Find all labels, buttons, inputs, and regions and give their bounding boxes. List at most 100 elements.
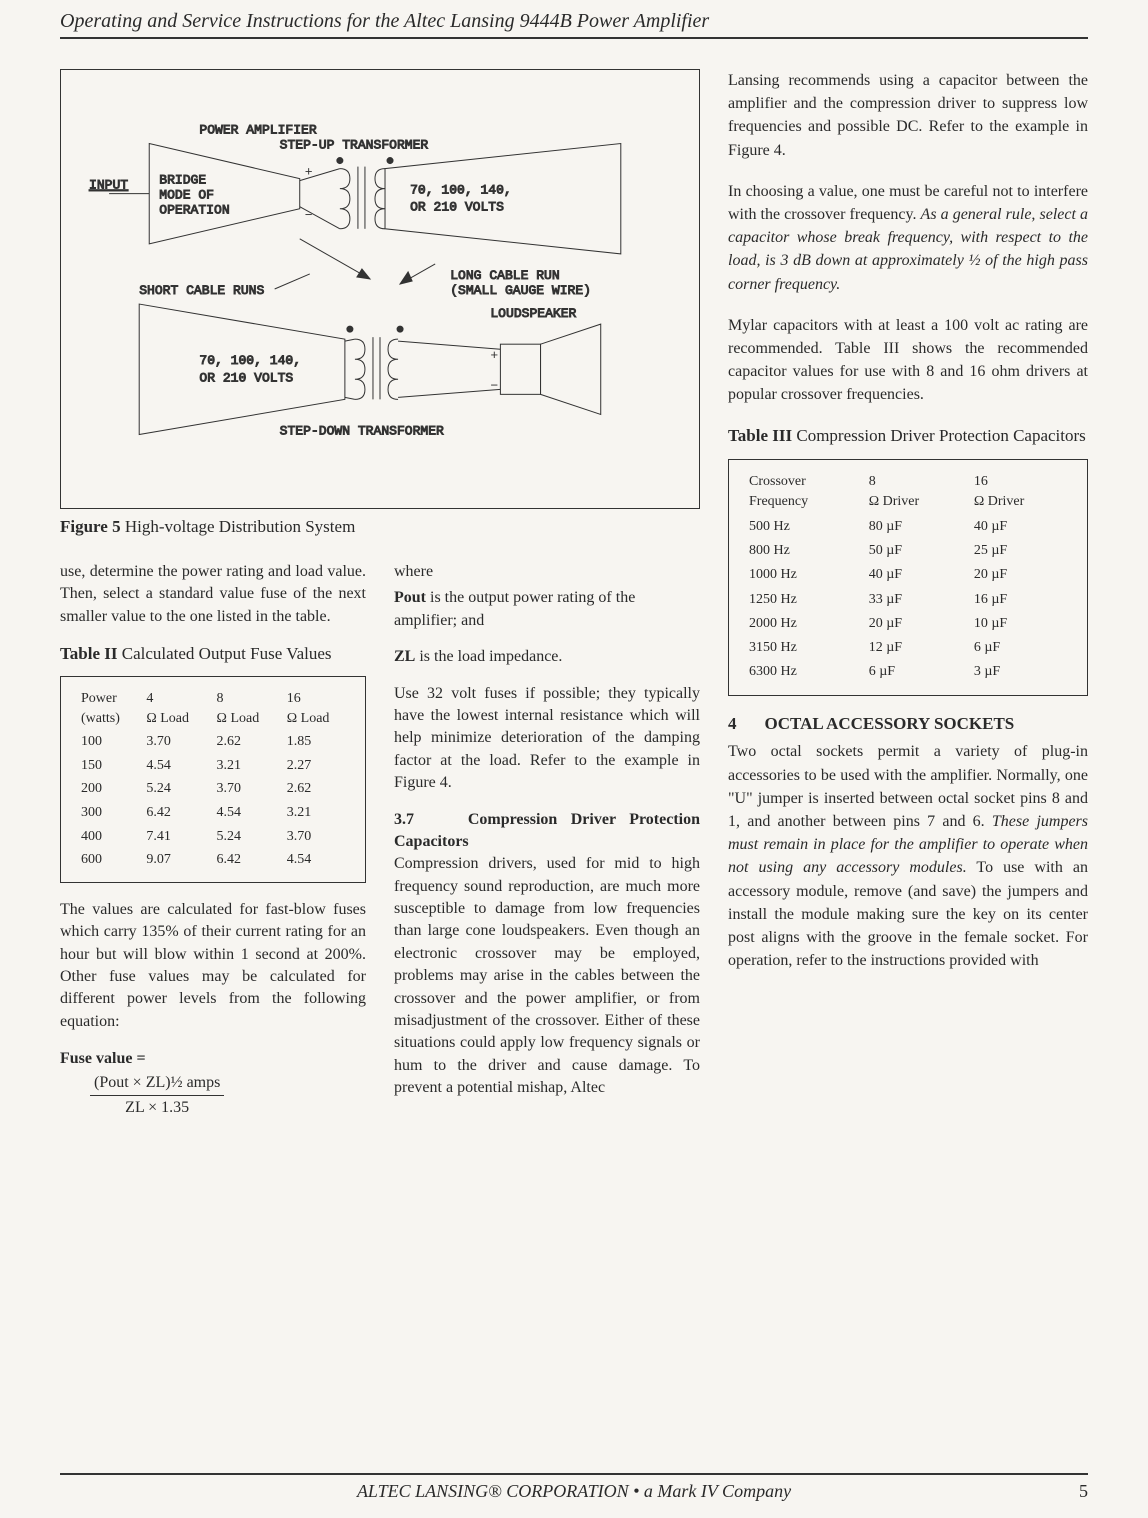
table-3-title-text: Compression Driver Protection Capacitors bbox=[796, 426, 1085, 445]
table-cell: 2.27 bbox=[281, 754, 351, 778]
table-row: 4007.415.243.70 bbox=[75, 825, 351, 849]
label-long-cable-1: LONG CABLE RUN bbox=[450, 268, 559, 283]
table-cell: 200 bbox=[75, 777, 140, 801]
table-cell: 3150 Hz bbox=[743, 636, 863, 660]
table-cell: 1.85 bbox=[281, 730, 351, 754]
fuse-equation: Fuse value = (Pout × ZL)½ amps ZL × 1.35 bbox=[60, 1047, 366, 1120]
equation-label: Fuse value = bbox=[60, 1047, 366, 1071]
table-cell: 6 µF bbox=[968, 636, 1073, 660]
label-input: INPUT bbox=[89, 178, 128, 193]
label-bridge2: MODE OF bbox=[159, 188, 214, 203]
label-long-cable-2: (SMALL GAUGE WIRE) bbox=[450, 283, 591, 298]
table-row: 1504.543.212.27 bbox=[75, 754, 351, 778]
table-row: 3006.424.543.21 bbox=[75, 801, 351, 825]
table-cell: 6.42 bbox=[140, 801, 210, 825]
table-cell: 4.54 bbox=[140, 754, 210, 778]
label-volts-top-1: 70, 100, 140, bbox=[410, 183, 512, 198]
table-cell: 6.42 bbox=[211, 848, 281, 872]
table-cell: 3.70 bbox=[211, 777, 281, 801]
table-cell: 16 µF bbox=[968, 588, 1073, 612]
figure-5-diagram: POWER AMPLIFIER STEP-UP TRANSFORMER INPU… bbox=[60, 69, 700, 509]
table-cell: 4.54 bbox=[281, 848, 351, 872]
table-row: 2005.243.702.62 bbox=[75, 777, 351, 801]
right-p3: Mylar capacitors with at least a 100 vol… bbox=[728, 314, 1088, 407]
table-cell: 150 bbox=[75, 754, 140, 778]
table-cell: 400 bbox=[75, 825, 140, 849]
table-3: CrossoverFrequency8Ω Driver16Ω Driver 50… bbox=[728, 459, 1088, 696]
table-cell: 3 µF bbox=[968, 660, 1073, 684]
sec-4-title: OCTAL ACCESSORY SOCKETS bbox=[765, 712, 1015, 737]
table-cell: 40 µF bbox=[863, 563, 968, 587]
table-cell: 2.62 bbox=[211, 730, 281, 754]
table-2: Power(watts)4Ω Load8Ω Load16Ω Load 1003.… bbox=[60, 676, 366, 883]
page-number: 5 bbox=[1079, 1481, 1088, 1502]
label-plus-bot: + bbox=[490, 348, 498, 363]
table-cell: 3.70 bbox=[140, 730, 210, 754]
sec-3-7-heading: Compression Driver Protection Capacitors bbox=[394, 811, 700, 850]
figure-5-number: Figure 5 bbox=[60, 517, 121, 536]
figure-5-caption: Figure 5 High-voltage Distribution Syste… bbox=[60, 517, 700, 537]
table-cell: 20 µF bbox=[863, 612, 968, 636]
label-volts-bot-1: 70, 100, 140, bbox=[199, 353, 301, 368]
table-cell: 25 µF bbox=[968, 539, 1073, 563]
label-bridge1: BRIDGE bbox=[159, 173, 206, 188]
table-cell: 5.24 bbox=[140, 777, 210, 801]
table-cell: 500 Hz bbox=[743, 515, 863, 539]
figure-5-caption-text: High-voltage Distribution System bbox=[125, 517, 355, 536]
table-row: 2000 Hz20 µF10 µF bbox=[743, 612, 1073, 636]
equation-denominator: ZL × 1.35 bbox=[90, 1096, 224, 1120]
table-cell: 1250 Hz bbox=[743, 588, 863, 612]
table-header: 8Ω Driver bbox=[863, 470, 968, 515]
table-cell: 2000 Hz bbox=[743, 612, 863, 636]
where-label: where bbox=[394, 561, 700, 583]
label-bridge3: OPERATION bbox=[159, 203, 229, 218]
table-header: Power(watts) bbox=[75, 687, 140, 730]
table-row: 6300 Hz6 µF3 µF bbox=[743, 660, 1073, 684]
table-cell: 1000 Hz bbox=[743, 563, 863, 587]
table-cell: 50 µF bbox=[863, 539, 968, 563]
zl-definition: ZL is the load impedance. bbox=[394, 646, 700, 668]
table-cell: 800 Hz bbox=[743, 539, 863, 563]
right-column: Lansing recommends using a capacitor bet… bbox=[728, 69, 1088, 1120]
table-cell: 33 µF bbox=[863, 588, 968, 612]
table-cell: 20 µF bbox=[968, 563, 1073, 587]
table-header: 16Ω Driver bbox=[968, 470, 1073, 515]
table-cell: 3.21 bbox=[281, 801, 351, 825]
table-cell: 9.07 bbox=[140, 848, 210, 872]
table-row: 3150 Hz12 µF6 µF bbox=[743, 636, 1073, 660]
table-row: 800 Hz50 µF25 µF bbox=[743, 539, 1073, 563]
table-header: CrossoverFrequency bbox=[743, 470, 863, 515]
label-short-cable: SHORT CABLE RUNS bbox=[139, 283, 264, 298]
table-cell: 6 µF bbox=[863, 660, 968, 684]
section-3-7: 3.7 Compression Driver Protection Capaci… bbox=[394, 809, 700, 1100]
table-2-title: Table II Calculated Output Fuse Values bbox=[60, 642, 366, 666]
table-cell: 100 bbox=[75, 730, 140, 754]
table-cell: 7.41 bbox=[140, 825, 210, 849]
table-cell: 12 µF bbox=[863, 636, 968, 660]
middle-subcolumn: where Pout Pout is the output power rati… bbox=[394, 561, 700, 1120]
label-step-down: STEP-DOWN TRANSFORMER bbox=[280, 423, 444, 438]
table-3-number: Table III bbox=[728, 426, 792, 445]
sec-3-7-number: 3.7 bbox=[394, 811, 414, 828]
left-subcolumn: use, determine the power rating and load… bbox=[60, 561, 366, 1120]
table-2-title-text: Calculated Output Fuse Values bbox=[122, 644, 332, 663]
para-fastblow: The values are calculated for fast-blow … bbox=[60, 899, 366, 1033]
page-footer: ALTEC LANSING® CORPORATION • a Mark IV C… bbox=[60, 1473, 1088, 1502]
sec-3-7-body: Compression drivers, used for mid to hig… bbox=[394, 855, 700, 1096]
table-cell: 300 bbox=[75, 801, 140, 825]
table-row: 6009.076.424.54 bbox=[75, 848, 351, 872]
table-header: 16Ω Load bbox=[281, 687, 351, 730]
table-cell: 10 µF bbox=[968, 612, 1073, 636]
label-volts-bot-2: OR 210 VOLTS bbox=[199, 370, 293, 385]
table-cell: 4.54 bbox=[211, 801, 281, 825]
table-row: 1000 Hz40 µF20 µF bbox=[743, 563, 1073, 587]
table-row: 1003.702.621.85 bbox=[75, 730, 351, 754]
table-3-title: Table III Compression Driver Protection … bbox=[728, 424, 1088, 449]
page-header-title: Operating and Service Instructions for t… bbox=[60, 10, 1088, 39]
sec-4-number: 4 bbox=[728, 712, 737, 737]
label-power-amplifier: POWER AMPLIFIER bbox=[199, 122, 316, 137]
label-volts-top-2: OR 210 VOLTS bbox=[410, 200, 504, 215]
pout-definition: Pout Pout is the output power rating of … bbox=[394, 587, 700, 632]
sec-4-body: Two octal sockets permit a variety of pl… bbox=[728, 740, 1088, 972]
table-header: 4Ω Load bbox=[140, 687, 210, 730]
